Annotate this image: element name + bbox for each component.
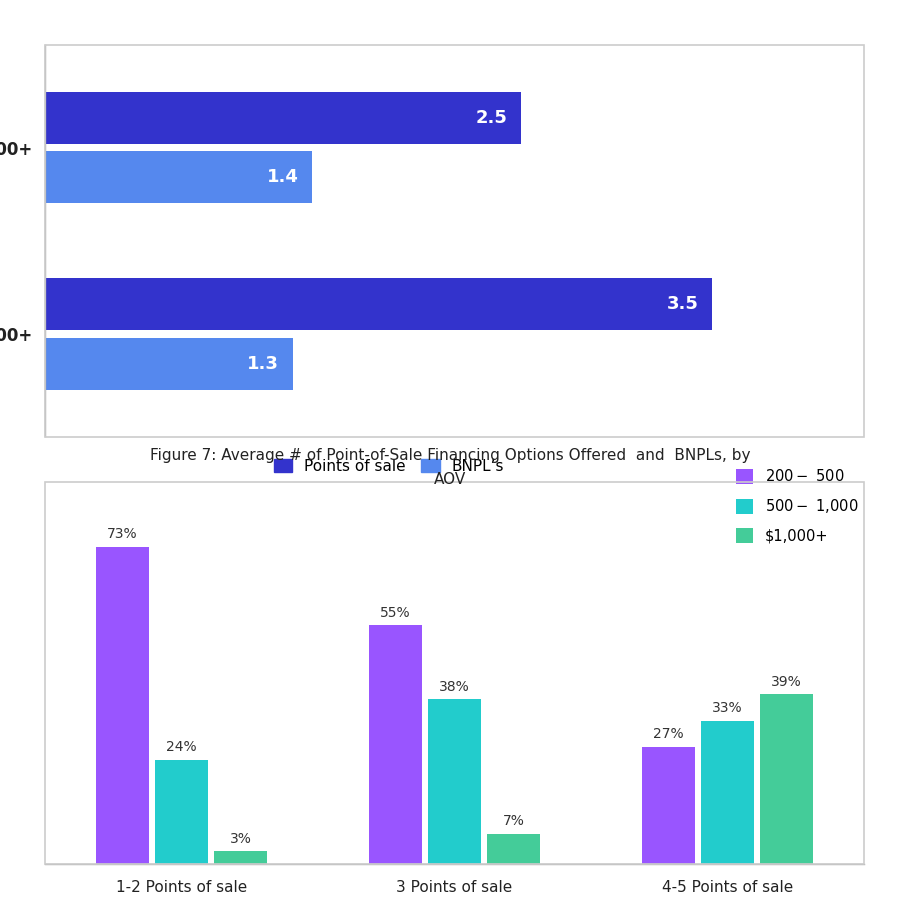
Text: 73%: 73% — [107, 527, 138, 542]
Text: 2.5: 2.5 — [476, 109, 508, 127]
Bar — [45, 278, 712, 330]
Legend: $200- $500, $500- $1,000, $1,000+: $200- $500, $500- $1,000, $1,000+ — [730, 463, 864, 550]
Legend: Points of sale, BNPL’s: Points of sale, BNPL’s — [267, 453, 510, 480]
Bar — [45, 92, 521, 144]
Text: 1.4: 1.4 — [266, 168, 298, 186]
Bar — [760, 695, 814, 864]
Text: 1.3: 1.3 — [248, 355, 279, 373]
Text: 33%: 33% — [712, 701, 742, 716]
Text: 3.5: 3.5 — [666, 295, 698, 313]
Bar — [214, 851, 267, 864]
Bar — [45, 151, 311, 203]
Text: 39%: 39% — [771, 675, 802, 689]
Bar — [701, 721, 754, 864]
Text: 7%: 7% — [503, 814, 525, 828]
Bar — [369, 625, 422, 864]
Bar — [428, 698, 482, 864]
Text: 55%: 55% — [380, 606, 410, 620]
Text: 27%: 27% — [653, 727, 684, 742]
Text: 38%: 38% — [439, 680, 470, 694]
Bar — [487, 833, 540, 864]
Bar — [155, 760, 208, 864]
Text: 3%: 3% — [230, 832, 252, 846]
Text: AOV: AOV — [434, 472, 466, 487]
Bar — [45, 338, 292, 390]
Bar — [642, 747, 695, 864]
Text: 24%: 24% — [166, 741, 197, 754]
Bar — [95, 546, 149, 864]
Text: Figure 7: Average # of Point-of-Sale Financing Options Offered  and  BNPLs, by: Figure 7: Average # of Point-of-Sale Fin… — [149, 448, 751, 464]
